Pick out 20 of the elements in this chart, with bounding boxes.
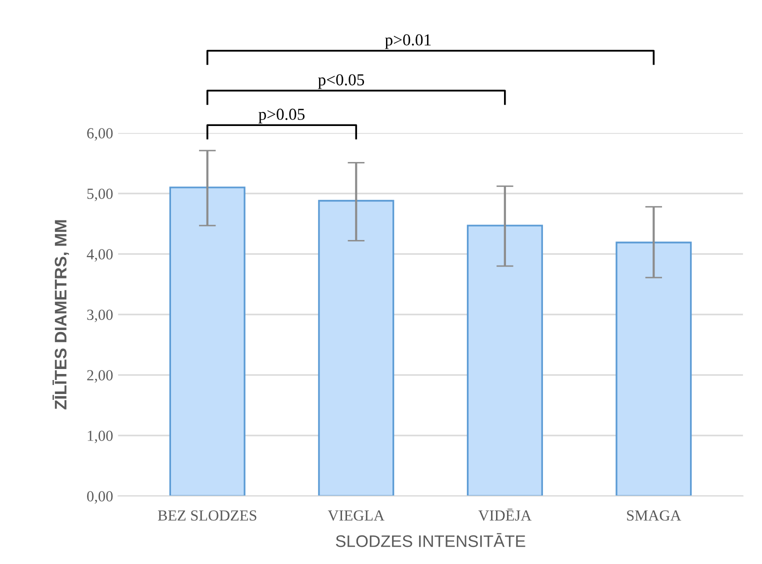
bar (616, 242, 692, 496)
bar (318, 200, 394, 496)
y-tick-label: 1,00 (88, 430, 113, 444)
y-tick-label: 0,00 (87, 491, 113, 504)
text: p<0.05 (318, 74, 364, 89)
bar (466, 224, 543, 496)
y-tick-label: 5,00 (87, 188, 113, 202)
x-axis-title: SLODZES INTENSITĀTE (336, 533, 526, 548)
y-tick-label: 4,00 (86, 249, 113, 262)
x-tick-label: VIEGLA (328, 510, 384, 521)
bar (169, 186, 246, 496)
text: p>0.05 (258, 108, 305, 124)
y-tick-label: 6,00 (87, 128, 113, 141)
y-tick-label: 3,00 (87, 310, 113, 322)
text: p>0.01 (385, 34, 431, 49)
x-tick-label: BEZ SLODZES (158, 510, 256, 521)
x-tick-label: VIDĒJA (478, 508, 532, 521)
y-axis-title: ZĪLĪTES DIAMETRS, MM (52, 220, 69, 410)
x-tick-label: SMAGA (627, 510, 682, 521)
y-tick-label: 2,00 (87, 370, 113, 383)
